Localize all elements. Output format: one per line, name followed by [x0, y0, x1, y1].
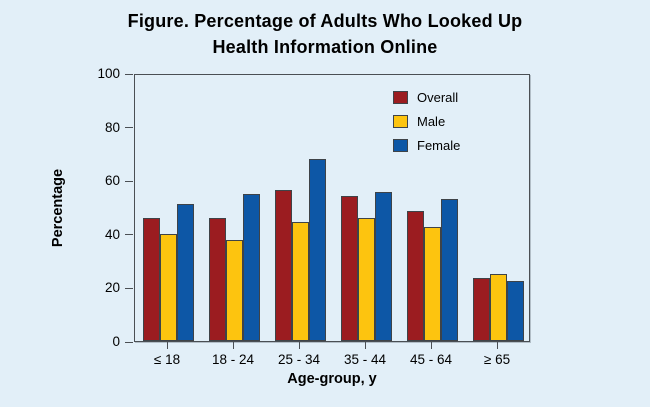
- legend-swatch-female: [393, 139, 408, 152]
- legend-item-male: Male: [393, 115, 460, 128]
- bar-male-1: [225, 240, 243, 341]
- legend-label-female: Female: [417, 138, 461, 153]
- bar-female-5: [506, 281, 524, 341]
- bar-female-4: [440, 199, 458, 341]
- x-tick-mark-1: [232, 342, 234, 349]
- legend-item-overall: Overall: [393, 91, 460, 104]
- chart-title: Figure. Percentage of Adults Who Looked …: [0, 8, 650, 60]
- bar-female-0: [176, 204, 194, 341]
- x-tick-mark-0: [166, 342, 168, 349]
- x-tick-label-5: ≥ 65: [483, 352, 511, 367]
- y-tick-mark-0: [125, 341, 133, 343]
- legend-swatch-overall: [393, 91, 408, 104]
- x-tick-mark-5: [496, 342, 498, 349]
- y-tick-label-100: 100: [97, 66, 120, 81]
- bar-female-1: [242, 194, 260, 341]
- bar-male-4: [423, 227, 441, 341]
- chart-title-line1: Figure. Percentage of Adults Who Looked …: [127, 11, 523, 31]
- y-tick-mark-60: [125, 180, 133, 182]
- legend-label-overall: Overall: [417, 90, 459, 105]
- x-tick-label-3: 35 - 44: [343, 352, 387, 367]
- bar-male-0: [159, 234, 177, 341]
- bar-overall-0: [142, 218, 160, 341]
- x-tick-mark-3: [364, 342, 366, 349]
- bar-overall-5: [472, 278, 490, 341]
- x-tick-label-2: 25 - 34: [277, 352, 321, 367]
- x-axis-title: Age-group, y: [287, 371, 377, 387]
- y-tick-label-60: 60: [104, 173, 120, 189]
- y-tick-mark-40: [125, 234, 133, 236]
- bar-male-5: [489, 274, 507, 341]
- x-tick-label-1: 18 - 24: [211, 352, 255, 367]
- y-tick-label-40: 40: [104, 226, 120, 242]
- legend-swatch-male: [393, 115, 408, 128]
- y-tick-mark-80: [125, 127, 133, 129]
- y-axis-title: Percentage: [50, 168, 66, 248]
- bar-overall-4: [406, 211, 424, 341]
- legend: Overall Male Female: [393, 91, 460, 163]
- bar-overall-3: [340, 196, 358, 341]
- bar-overall-1: [208, 218, 226, 341]
- y-tick-label-80: 80: [104, 119, 120, 135]
- x-tick-mark-2: [298, 342, 300, 349]
- bar-female-3: [374, 192, 392, 341]
- chart-title-line2: Health Information Online: [212, 37, 438, 57]
- plot-area: Overall Male Female: [134, 74, 530, 342]
- bar-male-3: [357, 218, 375, 341]
- legend-item-female: Female: [393, 139, 460, 152]
- bar-overall-2: [274, 190, 292, 341]
- x-tick-label-0: ≤ 18: [153, 352, 181, 367]
- x-tick-mark-4: [430, 342, 432, 349]
- legend-label-male: Male: [417, 114, 446, 129]
- bar-male-2: [291, 222, 309, 341]
- bar-female-2: [308, 159, 326, 341]
- y-tick-mark-100: [125, 73, 133, 75]
- y-tick-label-20: 20: [104, 280, 120, 296]
- y-tick-label-0: 0: [112, 334, 120, 349]
- y-tick-mark-20: [125, 287, 133, 289]
- x-tick-label-4: 45 - 64: [409, 352, 453, 367]
